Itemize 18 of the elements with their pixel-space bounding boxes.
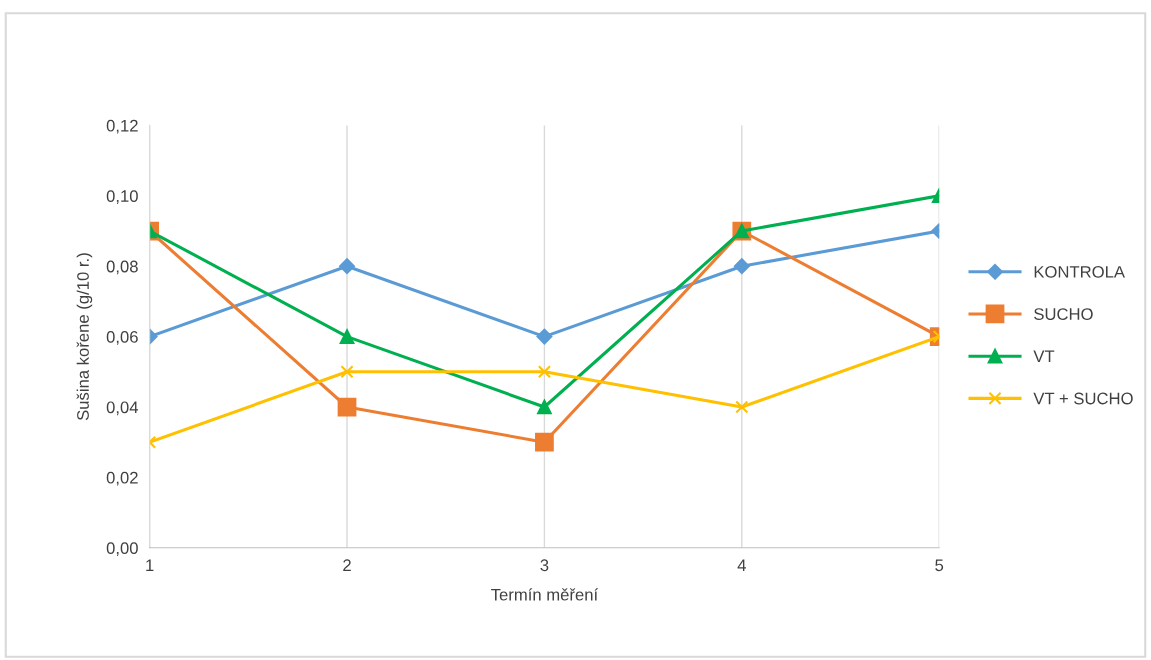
x-tick-label: 2: [343, 559, 351, 571]
y-axis-title: Sušina kořene (g/10 r.): [76, 253, 93, 421]
legend-label: VT: [1033, 350, 1055, 363]
x-tick-label: 4: [737, 559, 746, 571]
x-axis-title: Termín měření: [491, 588, 599, 601]
y-tick-label: 0,08: [106, 260, 138, 275]
legend-label: SUCHO: [1034, 308, 1093, 320]
y-tick-label: 0,06: [106, 331, 138, 345]
x-tick-label: 5: [935, 559, 944, 572]
y-tick-label: 0,00: [106, 542, 138, 556]
x-tick-label: 1: [146, 559, 154, 571]
x-tick-label: 3: [540, 559, 549, 572]
y-tick-label: 0,10: [106, 190, 138, 204]
legend-label: VT + SUCHO: [1033, 392, 1133, 405]
y-tick-label: 0,02: [106, 471, 138, 486]
y-tick-label: 0,12: [106, 119, 138, 134]
legend-label: KONTROLA: [1034, 265, 1125, 278]
y-tick-label: 0,04: [106, 401, 139, 416]
